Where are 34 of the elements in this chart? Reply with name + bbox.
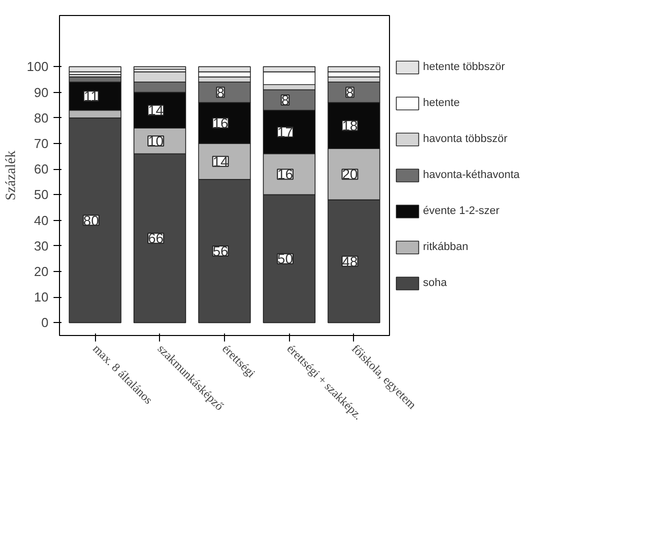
data-label: 14: [212, 153, 228, 170]
data-label: 56: [212, 243, 228, 260]
data-label: 17: [277, 124, 294, 140]
y-tick-label: 10: [34, 290, 49, 305]
legend-label: hetente: [423, 97, 460, 109]
data-label: 8: [216, 84, 225, 100]
y-tick-label: 40: [34, 212, 49, 228]
bar: [68, 66, 122, 72]
y-tick-label: 60: [34, 162, 49, 177]
y-axis-title: Százalék: [4, 150, 19, 200]
data-label: 66: [148, 230, 164, 246]
data-label: 11: [84, 88, 99, 104]
y-tick-label: 0: [41, 315, 49, 330]
data-label: 50: [277, 250, 294, 267]
legend-label: ritkábban: [423, 241, 468, 253]
legend-label: havonta-kéthavonta: [423, 169, 520, 181]
y-tick-label: 80: [34, 110, 49, 126]
data-label: 8: [281, 92, 290, 108]
legend-label: hetente többször: [423, 61, 505, 73]
y-tick-label: 90: [34, 84, 49, 100]
legend-label: havonta többször: [423, 133, 508, 145]
legend-label: soha: [423, 277, 447, 289]
y-tick-label: 70: [34, 136, 49, 151]
data-label: 18: [342, 118, 358, 134]
data-label: 10: [148, 132, 164, 149]
data-label: 48: [342, 253, 358, 270]
legend-label: évente 1-2-szer: [423, 205, 500, 217]
y-tick-label: 30: [34, 238, 49, 254]
y-tick-label: 100: [26, 59, 49, 74]
y-tick-label: 20: [34, 264, 49, 279]
data-label: 16: [277, 166, 294, 182]
data-label: 16: [212, 115, 228, 132]
data-label: 8: [346, 84, 354, 100]
y-tick-label: 50: [34, 187, 49, 202]
